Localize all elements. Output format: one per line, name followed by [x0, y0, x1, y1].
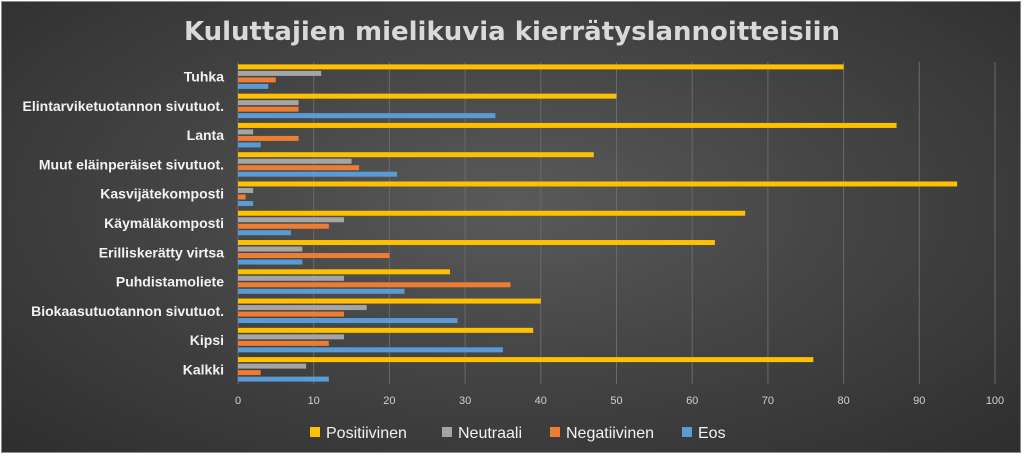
bar-positiivinen [238, 327, 534, 333]
x-tick-label: 50 [610, 395, 622, 407]
bar-neutraali [238, 305, 367, 311]
bar-eos [238, 83, 269, 89]
legend-swatch-positiivinen [310, 427, 320, 437]
bar-neutraali [238, 187, 254, 193]
category-label: Kipsi [190, 332, 224, 348]
bar-negatiivinen [238, 340, 329, 346]
bar-neutraali [238, 100, 299, 106]
category-label: Kasvijätekomposti [100, 186, 224, 202]
bar-eos [238, 230, 291, 236]
x-tick-label: 100 [986, 395, 1004, 407]
bar-positiivinen [238, 357, 814, 363]
bar-positiivinen [238, 152, 594, 158]
bar-negatiivinen [238, 253, 390, 259]
bar-eos [238, 259, 303, 265]
bar-neutraali [238, 334, 344, 340]
bar-positiivinen [238, 93, 617, 99]
bar-positiivinen [238, 240, 715, 246]
x-tick-label: 0 [235, 395, 241, 407]
category-label: Elintarviketuotannon sivutuot. [23, 98, 224, 114]
x-tick-label: 60 [686, 395, 698, 407]
bar-neutraali [238, 129, 254, 135]
x-tick-label: 30 [459, 395, 471, 407]
bar-negatiivinen [238, 223, 329, 229]
x-tick-label: 80 [837, 395, 849, 407]
category-label: Puhdistamoliete [116, 274, 224, 290]
bar-positiivinen [238, 64, 844, 70]
bar-eos [238, 347, 503, 353]
bar-eos [238, 376, 329, 382]
legend: Positiivinen Neutraali Negatiivinen Eos [310, 425, 726, 442]
x-tick-label: 90 [913, 395, 925, 407]
bar-neutraali [238, 246, 303, 252]
gridlines [237, 62, 996, 384]
chart-title: Kuluttajien mielikuvia kierrätyslannoitt… [184, 17, 840, 47]
bar-eos [238, 142, 261, 148]
bar-negatiivinen [238, 165, 360, 171]
bar-positiivinen [238, 181, 958, 187]
x-tick-label: 10 [308, 395, 320, 407]
legend-label-negatiivinen: Negatiivinen [566, 425, 654, 442]
bar-positiivinen [238, 298, 541, 304]
bar-eos [238, 171, 397, 177]
legend-swatch-negatiivinen [550, 427, 560, 437]
bar-negatiivinen [238, 135, 299, 141]
bar-neutraali [238, 275, 344, 281]
bar-neutraali [238, 70, 322, 76]
bars [238, 64, 958, 382]
bar-neutraali [238, 217, 344, 223]
bar-eos [238, 288, 405, 294]
category-label: Muut eläinperäiset sivutuot. [39, 156, 224, 172]
legend-label-eos: Eos [698, 425, 726, 442]
category-label: Tuhka [184, 69, 224, 85]
bar-neutraali [238, 158, 352, 164]
x-tick-label: 40 [535, 395, 547, 407]
bar-positiivinen [238, 122, 897, 128]
legend-label-neutraali: Neutraali [458, 425, 522, 442]
bar-negatiivinen [238, 282, 511, 288]
x-tick-labels: 0 10 20 30 40 50 60 70 80 90 100 [235, 395, 1004, 407]
category-label: Lanta [187, 127, 225, 143]
bar-negatiivinen [238, 77, 276, 83]
category-labels: Tuhka Elintarviketuotannon sivutuot. Lanta… [23, 69, 225, 378]
bar-positiivinen [238, 269, 450, 275]
bar-negatiivinen [238, 311, 344, 317]
bar-negatiivinen [238, 194, 246, 200]
bar-negatiivinen [238, 370, 261, 376]
category-label: Käymäläkomposti [104, 215, 224, 231]
bar-neutraali [238, 363, 307, 369]
bar-eos [238, 200, 254, 206]
legend-swatch-neutraali [442, 427, 452, 437]
x-tick-label: 70 [762, 395, 774, 407]
bar-positiivinen [238, 210, 746, 216]
x-tick-label: 20 [383, 395, 395, 407]
category-label: Kalkki [183, 361, 224, 377]
legend-swatch-eos [682, 427, 692, 437]
category-label: Biokaasutuotannon sivutuot. [31, 303, 224, 319]
category-label: Erilliskerätty virtsa [99, 244, 225, 260]
bar-eos [238, 318, 458, 324]
bar-negatiivinen [238, 106, 299, 112]
bar-eos [238, 113, 496, 119]
legend-label-positiivinen: Positiivinen [326, 425, 407, 442]
